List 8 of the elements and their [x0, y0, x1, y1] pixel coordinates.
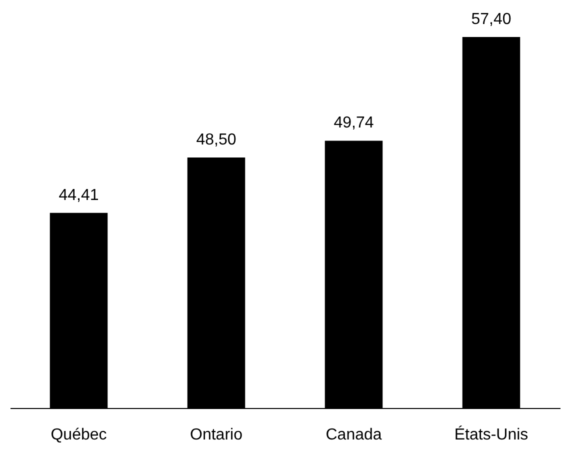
data-label: 48,50 — [196, 132, 236, 149]
x-tick-label: Canada — [326, 426, 382, 444]
x-tick-label: États-Unis — [454, 426, 528, 444]
data-label: 44,41 — [58, 186, 99, 204]
data-label: 49,74 — [334, 114, 374, 132]
x-tick-label: Québec — [50, 426, 107, 444]
data-label: 57,40 — [471, 11, 512, 28]
x-tick-label: Ontario — [190, 426, 243, 444]
